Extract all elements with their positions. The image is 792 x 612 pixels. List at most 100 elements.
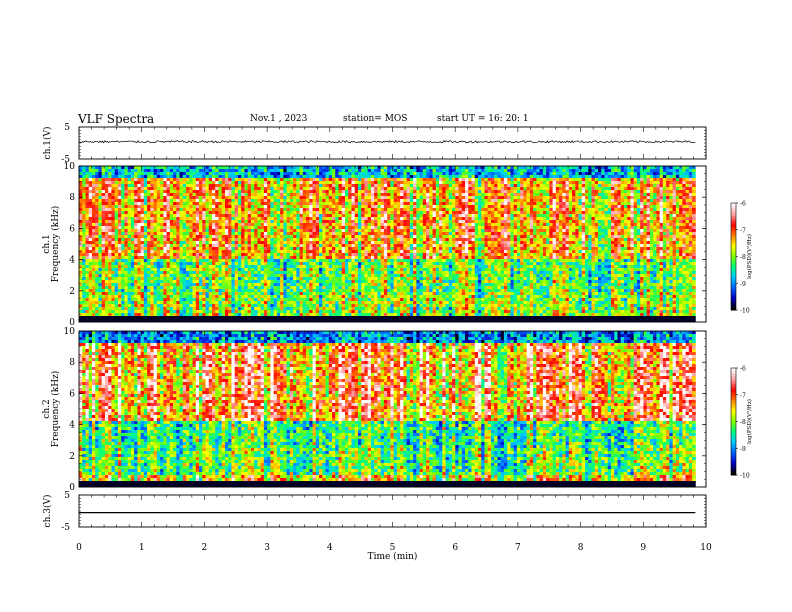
spectrogram-cell xyxy=(85,286,90,290)
spectrogram-cell xyxy=(254,193,258,197)
spectrogram-cell xyxy=(208,178,213,182)
spectrogram-cell xyxy=(140,166,145,170)
spectrogram-cell xyxy=(315,169,320,173)
spectrogram-cell xyxy=(244,298,249,302)
spectrogram-cell xyxy=(315,226,320,230)
spectrogram-cell xyxy=(82,193,86,197)
spectrogram-cell xyxy=(169,310,174,314)
spectrogram-cell xyxy=(82,178,86,182)
spectrogram-cell xyxy=(302,199,307,203)
spectrogram-cell xyxy=(241,271,245,275)
spectrogram-cell xyxy=(124,187,129,191)
spectrogram-cell xyxy=(212,262,216,266)
spectrogram-cell xyxy=(296,277,300,281)
spectrogram-cell xyxy=(241,199,245,203)
spectrogram-cell xyxy=(374,316,378,320)
spectrogram-cell xyxy=(357,175,362,179)
spectrogram-cell xyxy=(296,310,300,314)
spectrogram-cell xyxy=(367,220,372,224)
spectrogram-cell xyxy=(101,211,106,215)
spectrogram-cell xyxy=(234,169,239,173)
spectrogram-cell xyxy=(95,208,99,212)
spectrogram-cell xyxy=(134,268,138,272)
spectrogram-cell xyxy=(160,283,164,287)
spectrogram-cell xyxy=(137,229,142,233)
spectrogram-cell xyxy=(370,274,375,278)
spectrogram-cell xyxy=(88,217,93,221)
spectrogram-cell xyxy=(374,220,378,224)
spectrogram-cell xyxy=(134,208,138,212)
spectrogram-cell xyxy=(270,214,275,218)
spectrogram-cell xyxy=(383,214,388,218)
spectrogram-cell xyxy=(374,280,378,284)
spectrogram-cell xyxy=(221,220,226,224)
spectrogram-cell xyxy=(364,286,369,290)
spectrogram-cell xyxy=(351,265,356,269)
spectrogram-cell xyxy=(387,274,391,278)
spectrogram-cell xyxy=(319,313,323,317)
spectrogram-cell xyxy=(160,286,164,290)
spectrogram-cell xyxy=(111,181,116,185)
spectrogram-cell xyxy=(289,313,294,317)
spectrogram-cell xyxy=(117,277,122,281)
spectrogram-cell xyxy=(140,190,145,194)
spectrogram-cell xyxy=(293,253,297,257)
spectrogram-cell xyxy=(192,172,197,176)
spectrogram-cell xyxy=(98,289,103,293)
spectrogram-cell xyxy=(137,316,142,320)
spectrogram-cell xyxy=(85,235,90,239)
spectrogram-cell xyxy=(95,244,99,248)
spectrogram-cell xyxy=(335,301,339,305)
spectrogram-cell xyxy=(270,253,275,257)
spectrogram-cell xyxy=(286,274,291,278)
spectrogram-cell xyxy=(315,313,320,317)
spectrogram-cell xyxy=(254,238,258,242)
spectrogram-cell xyxy=(351,298,356,302)
spectrogram-cell xyxy=(195,310,200,314)
spectrogram-cell xyxy=(306,283,310,287)
spectrogram-cell xyxy=(121,169,125,173)
spectrogram-cell xyxy=(276,205,281,209)
spectrogram-cell xyxy=(247,289,252,293)
spectrogram-cell xyxy=(224,259,229,263)
spectrogram-cell xyxy=(228,166,232,170)
spectrogram-cell xyxy=(231,211,236,215)
spectrogram-cell xyxy=(296,238,300,242)
spectrogram-cell xyxy=(104,172,109,176)
spectrogram-cell xyxy=(380,313,385,317)
spectrogram-cell xyxy=(247,181,252,185)
spectrogram-cell xyxy=(85,250,90,254)
spectrogram-cell xyxy=(88,178,93,182)
spectrogram-cell xyxy=(374,247,378,251)
spectrogram-cell xyxy=(186,298,190,302)
spectrogram-cell xyxy=(182,268,187,272)
spectrogram-cell xyxy=(163,268,167,272)
spectrogram-cell xyxy=(361,307,365,311)
spectrogram-cell xyxy=(312,268,317,272)
spectrogram-cell xyxy=(147,241,151,245)
spectrogram-cell xyxy=(156,244,161,248)
spectrogram-cell xyxy=(91,205,96,209)
spectrogram-cell xyxy=(85,319,90,323)
spectrogram-cell xyxy=(380,268,385,272)
spectrogram-cell xyxy=(364,313,369,317)
spectrogram-cell xyxy=(215,172,219,176)
spectrogram-cell xyxy=(367,235,372,239)
spectrogram-cell xyxy=(82,277,86,281)
spectrogram-cell xyxy=(267,274,271,278)
spectrogram-cell xyxy=(137,193,142,197)
spectrogram-cell xyxy=(218,238,223,242)
spectrogram-cell xyxy=(79,205,83,209)
spectrogram-cell xyxy=(124,211,129,215)
spectrogram-cell xyxy=(338,250,343,254)
spectrogram-cell xyxy=(273,253,278,257)
spectrogram-cell xyxy=(263,196,268,200)
spectrogram-cell xyxy=(276,217,281,221)
spectrogram-cell xyxy=(91,268,96,272)
spectrogram-cell xyxy=(351,205,356,209)
spectrogram-cell xyxy=(224,253,229,257)
spectrogram-cell xyxy=(241,202,245,206)
spectrogram-cell xyxy=(221,229,226,233)
spectrogram-cell xyxy=(169,181,174,185)
spectrogram-cell xyxy=(338,253,343,257)
